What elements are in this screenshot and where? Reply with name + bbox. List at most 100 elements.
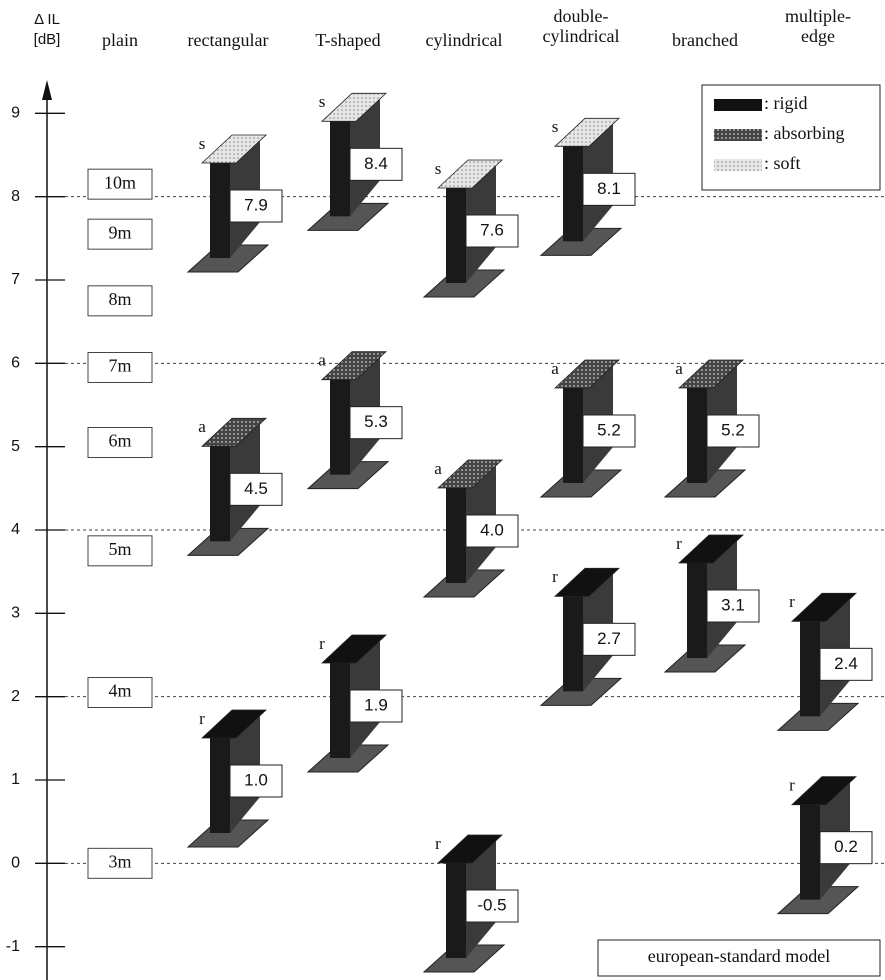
y-tick-label: 9	[11, 105, 20, 122]
barrier-stem	[800, 804, 820, 900]
height-box	[87, 847, 153, 879]
barrier-base	[663, 469, 747, 498]
barrier-cap	[677, 534, 745, 564]
y-tick-label: 7	[11, 271, 20, 288]
y-tick-label: 5	[11, 438, 20, 455]
barrier-stem	[800, 621, 820, 717]
barrier-stem	[210, 163, 230, 258]
value-label: 8.4	[364, 154, 388, 173]
barrier: r 3.1	[663, 534, 760, 673]
value-label: 1.0	[244, 770, 268, 789]
barrier-base	[539, 469, 623, 498]
height-text: 3m	[108, 851, 131, 871]
value-box	[819, 831, 873, 865]
y-axis-label: Δ IL	[34, 11, 60, 28]
surface-letter: s	[552, 117, 559, 136]
y-tick-label: 8	[11, 188, 20, 205]
y-tick-label: 1	[11, 771, 20, 788]
value-label: 2.4	[834, 654, 858, 673]
height-text: 10m	[104, 172, 136, 192]
y-tick-label: 2	[11, 688, 20, 705]
barrier-cap	[436, 834, 504, 864]
surface-letter: r	[435, 834, 441, 853]
value-box	[706, 414, 760, 448]
value-label: 4.5	[244, 479, 268, 498]
value-box	[229, 472, 283, 506]
barrier-base	[663, 644, 747, 673]
value-label: 1.9	[364, 695, 388, 714]
height-box	[87, 218, 153, 250]
value-box	[819, 647, 873, 681]
height-text: 9m	[108, 222, 131, 242]
value-label: 0.2	[834, 837, 858, 856]
barrier: a 5.2	[663, 359, 760, 498]
value-label: 7.6	[480, 220, 504, 239]
surface-letter: a	[318, 351, 326, 370]
barrier-base	[306, 461, 390, 490]
barrier-cap	[200, 417, 268, 447]
y-tick-label: 4	[11, 521, 20, 538]
value-label: 5.2	[597, 420, 621, 439]
barrier-stem	[563, 596, 583, 692]
y-tick-label: 6	[11, 355, 20, 372]
barrier-cap	[200, 709, 268, 739]
annotation: european-standard model	[648, 946, 830, 966]
barrier: s 7.9	[186, 134, 283, 273]
height-text: 5m	[108, 539, 131, 559]
height-text: 7m	[108, 356, 131, 376]
y-tick-label: -1	[6, 938, 20, 955]
barrier-cap	[320, 92, 388, 122]
barrier: r 2.4	[776, 592, 873, 731]
legend-swatch	[714, 99, 762, 111]
legend-swatch	[714, 129, 762, 141]
height-box	[87, 535, 153, 567]
surface-letter: a	[434, 459, 442, 478]
surface-letter: r	[789, 776, 795, 795]
surface-letter: a	[551, 359, 559, 378]
barrier-stem	[330, 663, 350, 758]
surface-letter: r	[789, 592, 795, 611]
value-box	[349, 689, 403, 723]
y-tick-label: 0	[11, 855, 20, 872]
surface-letter: r	[552, 567, 558, 586]
height-label: 6m	[87, 427, 153, 458]
surface-letter: s	[199, 134, 206, 153]
barrier-base	[306, 202, 390, 231]
barrier: a 5.3	[306, 351, 403, 490]
barrier-stem	[563, 388, 583, 483]
barrier: r 1.0	[186, 709, 283, 848]
value-label: 5.3	[364, 412, 388, 431]
height-box	[87, 285, 153, 317]
barrier-base	[539, 227, 623, 256]
barrier: a 4.5	[186, 417, 283, 556]
barrier-base	[776, 886, 860, 915]
barrier-base	[422, 944, 506, 973]
surface-letter: s	[435, 159, 442, 178]
value-box	[582, 414, 636, 448]
value-box	[349, 147, 403, 181]
barrier-stem	[210, 446, 230, 542]
barrier: r 1.9	[306, 634, 403, 773]
barrier: s 8.1	[539, 117, 636, 256]
barrier-cap	[677, 359, 745, 389]
height-box	[87, 352, 153, 383]
surface-letter: a	[675, 359, 683, 378]
barrier-base	[422, 569, 506, 598]
surface-letter: r	[199, 709, 205, 728]
height-box	[87, 168, 153, 200]
height-label: 8m	[87, 285, 153, 317]
annotation-box	[597, 939, 881, 977]
height-label: 10m	[87, 168, 153, 200]
y-axis-label: [dB]	[34, 31, 61, 48]
barrier: s 7.6	[422, 159, 519, 298]
barrier-base	[186, 819, 270, 848]
value-box	[706, 589, 760, 623]
barrier-stem	[687, 388, 707, 483]
barrier-stem	[330, 379, 350, 475]
barrier-cap	[436, 459, 504, 489]
category-label: edge	[801, 26, 835, 46]
surface-letter: r	[319, 634, 325, 653]
legend-label: : absorbing	[764, 123, 845, 143]
value-label: 5.2	[721, 420, 745, 439]
